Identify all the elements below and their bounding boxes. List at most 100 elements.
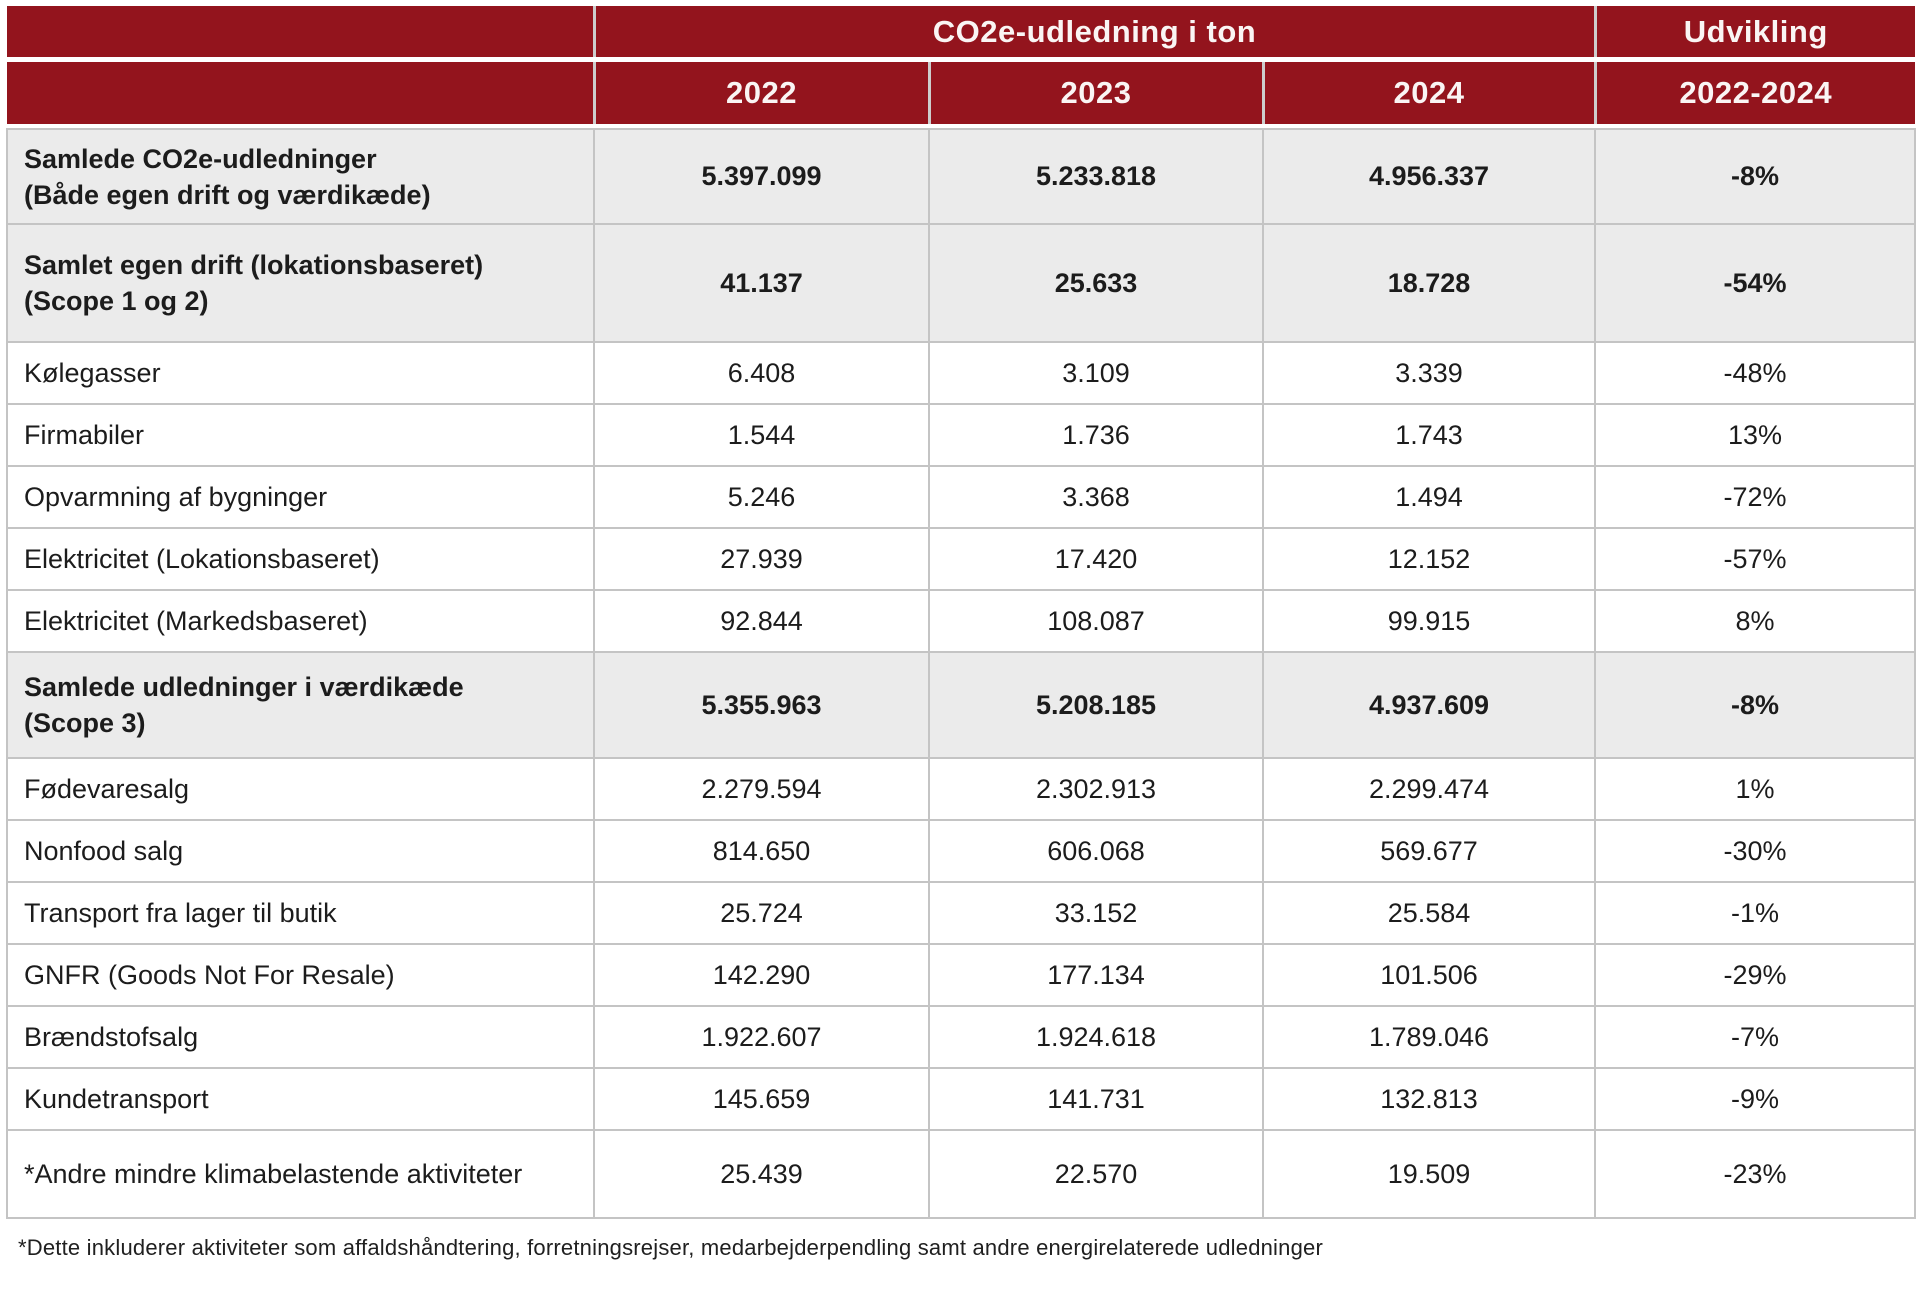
development-value: -7% bbox=[1594, 1005, 1917, 1069]
development-value: 1% bbox=[1594, 757, 1917, 821]
value-2023: 22.570 bbox=[928, 1129, 1264, 1219]
development-value: -8% bbox=[1594, 651, 1917, 759]
row-label: Samlede udledninger i værdikæde (Scope 3… bbox=[6, 651, 595, 759]
row-samlede-co2e-udledninger: Samlede CO2e-udledninger (Både egen drif… bbox=[6, 128, 1917, 225]
header-body-gap bbox=[7, 124, 1916, 129]
row-label: Elektricitet (Lokationsbaseret) bbox=[6, 527, 595, 591]
row-gnfr: GNFR (Goods Not For Resale) 142.290 177.… bbox=[6, 943, 1917, 1007]
value-2024: 3.339 bbox=[1261, 341, 1597, 405]
row-braendstofsalg: Brændstofsalg 1.922.607 1.924.618 1.789.… bbox=[6, 1005, 1917, 1069]
row-label: Brændstofsalg bbox=[6, 1005, 595, 1069]
header-co2e-group: CO2e-udledning i ton bbox=[592, 6, 1596, 57]
value-2023: 606.068 bbox=[928, 819, 1264, 883]
row-label-line2: (Scope 3) bbox=[24, 708, 146, 738]
row-label: Kundetransport bbox=[6, 1067, 595, 1131]
value-2022: 142.290 bbox=[593, 943, 930, 1007]
value-2022: 25.439 bbox=[593, 1129, 930, 1219]
co2e-emissions-table: CO2e-udledning i ton Udvikling 2022 2023… bbox=[6, 6, 1917, 1219]
header-gap bbox=[7, 57, 1916, 62]
value-2022: 25.724 bbox=[593, 881, 930, 945]
value-2023: 1.924.618 bbox=[928, 1005, 1264, 1069]
row-samlede-udledninger-vaerdikaede: Samlede udledninger i værdikæde (Scope 3… bbox=[6, 651, 1917, 759]
row-elektricitet-markedsbaseret: Elektricitet (Markedsbaseret) 92.844 108… bbox=[6, 589, 1917, 653]
value-2022: 1.544 bbox=[593, 403, 930, 467]
development-value: -23% bbox=[1594, 1129, 1917, 1219]
row-opvarmning-af-bygninger: Opvarmning af bygninger 5.246 3.368 1.49… bbox=[6, 465, 1917, 529]
row-kundetransport: Kundetransport 145.659 141.731 132.813 -… bbox=[6, 1067, 1917, 1131]
value-2022: 5.246 bbox=[593, 465, 930, 529]
row-label-line1: Samlede CO2e-udledninger bbox=[24, 143, 377, 174]
value-2022: 814.650 bbox=[593, 819, 930, 883]
value-2024: 19.509 bbox=[1261, 1129, 1597, 1219]
row-koelegasser: Kølegasser 6.408 3.109 3.339 -48% bbox=[6, 341, 1917, 405]
value-2024: 132.813 bbox=[1261, 1067, 1597, 1131]
value-2023: 5.233.818 bbox=[928, 128, 1264, 225]
value-2024: 1.494 bbox=[1261, 465, 1597, 529]
value-2022: 5.355.963 bbox=[593, 651, 930, 759]
row-label: Firmabiler bbox=[6, 403, 595, 467]
value-2023: 5.208.185 bbox=[928, 651, 1264, 759]
development-value: -30% bbox=[1594, 819, 1917, 883]
value-2024: 2.299.474 bbox=[1261, 757, 1597, 821]
value-2022: 6.408 bbox=[593, 341, 930, 405]
value-2023: 1.736 bbox=[928, 403, 1264, 467]
development-value: -29% bbox=[1594, 943, 1917, 1007]
value-2023: 108.087 bbox=[928, 589, 1264, 653]
value-2024: 18.728 bbox=[1261, 223, 1597, 343]
header-development-range: 2022-2024 bbox=[1593, 62, 1916, 124]
row-label: Samlet egen drift (lokationsbaseret) (Sc… bbox=[6, 223, 595, 343]
value-2024: 4.937.609 bbox=[1261, 651, 1597, 759]
value-2023: 17.420 bbox=[928, 527, 1264, 591]
row-label: *Andre mindre klimabelastende aktivitete… bbox=[6, 1129, 595, 1219]
value-2022: 2.279.594 bbox=[593, 757, 930, 821]
value-2022: 145.659 bbox=[593, 1067, 930, 1131]
development-value: -54% bbox=[1594, 223, 1917, 343]
value-2024: 4.956.337 bbox=[1261, 128, 1597, 225]
header-empty-cell-2 bbox=[7, 62, 594, 124]
development-value: -48% bbox=[1594, 341, 1917, 405]
header-year-2023: 2023 bbox=[927, 62, 1263, 124]
value-2022: 5.397.099 bbox=[593, 128, 930, 225]
row-label: Elektricitet (Markedsbaseret) bbox=[6, 589, 595, 653]
development-value: 8% bbox=[1594, 589, 1917, 653]
value-2023: 25.633 bbox=[928, 223, 1264, 343]
value-2022: 1.922.607 bbox=[593, 1005, 930, 1069]
development-value: -9% bbox=[1594, 1067, 1917, 1131]
value-2023: 33.152 bbox=[928, 881, 1264, 945]
row-label: Fødevaresalg bbox=[6, 757, 595, 821]
development-value: 13% bbox=[1594, 403, 1917, 467]
value-2024: 25.584 bbox=[1261, 881, 1597, 945]
development-value: -1% bbox=[1594, 881, 1917, 945]
row-label-line2: (Både egen drift og værdikæde) bbox=[24, 179, 431, 210]
value-2023: 2.302.913 bbox=[928, 757, 1264, 821]
value-2022: 41.137 bbox=[593, 223, 930, 343]
row-firmabiler: Firmabiler 1.544 1.736 1.743 13% bbox=[6, 403, 1917, 467]
development-value: -57% bbox=[1594, 527, 1917, 591]
value-2023: 141.731 bbox=[928, 1067, 1264, 1131]
row-andre-mindre-klimabelastende-aktiviteter: *Andre mindre klimabelastende aktivitete… bbox=[6, 1129, 1917, 1219]
row-samlet-egen-drift: Samlet egen drift (lokationsbaseret) (Sc… bbox=[6, 223, 1917, 343]
row-elektricitet-lokationsbaseret: Elektricitet (Lokationsbaseret) 27.939 1… bbox=[6, 527, 1917, 591]
row-label-line1: Samlede udledninger i værdikæde bbox=[24, 672, 464, 702]
value-2023: 3.109 bbox=[928, 341, 1264, 405]
value-2022: 92.844 bbox=[593, 589, 930, 653]
table-footnote: *Dette inkluderer aktiviteter som affald… bbox=[18, 1235, 1323, 1260]
value-2024: 1.743 bbox=[1261, 403, 1597, 467]
value-2024: 12.152 bbox=[1261, 527, 1597, 591]
value-2023: 3.368 bbox=[928, 465, 1264, 529]
header-group-row: CO2e-udledning i ton Udvikling bbox=[7, 6, 1916, 57]
value-2024: 569.677 bbox=[1261, 819, 1597, 883]
row-label: Nonfood salg bbox=[6, 819, 595, 883]
row-label-line2: (Scope 1 og 2) bbox=[24, 286, 209, 316]
value-2024: 99.915 bbox=[1261, 589, 1597, 653]
value-2024: 101.506 bbox=[1261, 943, 1597, 1007]
row-label: Samlede CO2e-udledninger (Både egen drif… bbox=[6, 128, 595, 225]
development-value: -8% bbox=[1594, 128, 1917, 225]
row-nonfood-salg: Nonfood salg 814.650 606.068 569.677 -30… bbox=[6, 819, 1917, 883]
row-label: Opvarmning af bygninger bbox=[6, 465, 595, 529]
header-year-2024: 2024 bbox=[1261, 62, 1596, 124]
header-udvikling: Udvikling bbox=[1593, 6, 1916, 57]
header-year-2022: 2022 bbox=[592, 62, 929, 124]
development-value: -72% bbox=[1594, 465, 1917, 529]
row-label-line1: Samlet egen drift (lokationsbaseret) bbox=[24, 250, 484, 280]
